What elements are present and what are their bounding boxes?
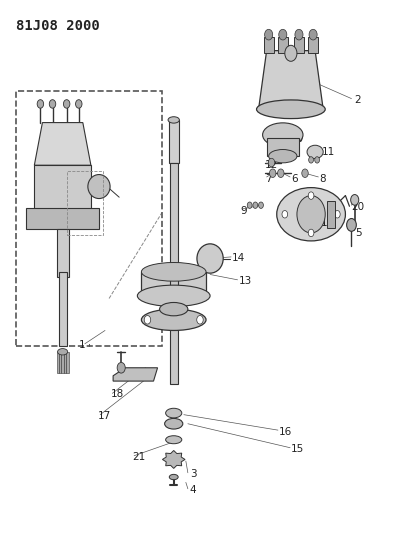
Bar [169,120,179,163]
Circle shape [315,157,320,163]
Text: 7: 7 [265,174,271,183]
Ellipse shape [88,175,110,199]
Circle shape [302,169,308,177]
Text: 18: 18 [111,390,124,399]
Bar [34,165,91,213]
Text: 13: 13 [238,277,252,286]
Ellipse shape [197,244,223,273]
Ellipse shape [165,418,183,429]
Bar [327,201,335,228]
Circle shape [265,29,273,40]
Circle shape [279,29,287,40]
Bar [170,304,178,384]
Ellipse shape [169,474,178,480]
Text: 5: 5 [355,228,361,238]
Text: 8: 8 [319,174,326,183]
Bar [57,352,59,373]
Circle shape [351,195,359,205]
Text: 6: 6 [291,174,297,183]
Text: 3: 3 [190,470,196,479]
Ellipse shape [141,263,206,281]
Circle shape [285,45,297,61]
Ellipse shape [141,309,206,330]
Circle shape [282,211,288,218]
Circle shape [308,192,314,199]
Bar [141,272,206,298]
Text: 4: 4 [190,486,196,495]
Bar [66,352,69,373]
Circle shape [37,100,44,108]
Text: 15: 15 [291,445,304,454]
Circle shape [308,229,314,237]
Text: 81J08 2000: 81J08 2000 [16,19,100,33]
Text: 9: 9 [240,206,247,215]
Ellipse shape [168,117,179,123]
Circle shape [197,316,203,324]
Ellipse shape [257,100,325,119]
Circle shape [63,100,70,108]
Circle shape [117,362,125,373]
Bar [267,138,299,156]
Bar [308,37,318,53]
Bar [67,171,103,235]
Text: 19: 19 [321,218,335,228]
Circle shape [347,219,356,231]
Ellipse shape [277,188,345,241]
Text: 12: 12 [265,160,278,170]
Bar [59,272,67,346]
Circle shape [278,169,284,177]
Text: 2: 2 [355,95,361,104]
Circle shape [269,169,276,177]
Polygon shape [113,368,158,381]
Circle shape [253,202,258,208]
Circle shape [76,100,82,108]
Circle shape [295,29,303,40]
Circle shape [268,158,275,167]
Text: 20: 20 [351,202,364,212]
Text: 11: 11 [322,147,335,157]
Bar [26,208,99,229]
Ellipse shape [137,285,210,306]
Ellipse shape [57,349,68,355]
Ellipse shape [166,408,182,418]
Text: 10: 10 [291,134,304,143]
Circle shape [247,202,252,208]
Bar [16,91,162,346]
Polygon shape [259,51,323,109]
Text: 14: 14 [232,253,245,263]
Circle shape [49,100,56,108]
Text: 1: 1 [79,341,85,350]
Circle shape [309,157,314,163]
Bar [278,37,288,53]
Ellipse shape [166,436,182,443]
Bar [59,352,61,373]
Ellipse shape [263,123,303,147]
Bar [57,229,69,277]
Bar [64,352,66,373]
Bar [61,352,64,373]
Text: 16: 16 [279,427,292,437]
Polygon shape [34,123,91,165]
Polygon shape [162,450,185,469]
Circle shape [335,211,340,218]
Circle shape [144,316,151,324]
Ellipse shape [160,303,188,316]
Ellipse shape [307,145,323,159]
Bar [264,37,274,53]
Circle shape [259,202,263,208]
Bar [294,37,304,53]
Bar [170,163,178,304]
Circle shape [309,29,317,40]
Text: 17: 17 [98,411,111,421]
Circle shape [297,196,325,233]
Text: 21: 21 [133,453,146,462]
Ellipse shape [269,150,297,163]
